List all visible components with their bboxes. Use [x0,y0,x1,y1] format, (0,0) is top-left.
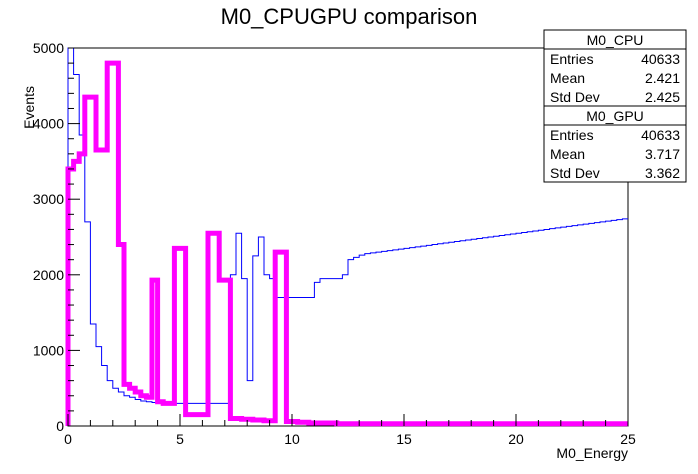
series-group [65,47,628,427]
stats-row-label: Entries [550,127,594,143]
x-tick-label: 25 [620,431,636,447]
stats-row-label: Mean [550,70,585,86]
stats-row-value: 2.421 [645,70,680,86]
stats-row-value: 3.362 [645,165,680,181]
y-tick-label: 4000 [33,116,64,132]
stats-row-value: 3.717 [645,146,680,162]
stats-row-value: 40633 [641,127,680,143]
x-tick-label: 10 [284,431,300,447]
stats-row-label: Mean [550,146,585,162]
stats-box-title: M0_CPU [587,32,644,48]
series-m0-cpu [67,47,628,426]
series-line [65,60,628,427]
series-line [67,47,628,426]
x-tick-label: 20 [508,431,524,447]
x-tick-label: 5 [176,431,184,447]
stats-box-m0-cpu: M0_CPU Entries 40633 Mean 2.421 Std Dev 2.425 [543,29,687,107]
stats-row-label: Std Dev [550,165,600,181]
y-tick-label: 0 [56,418,64,434]
stats-box-title: M0_GPU [586,108,644,124]
stats-row-value: 2.425 [645,89,680,105]
stats-row-label: Entries [550,51,594,67]
stats-row-value: 40633 [641,51,680,67]
stats-box-frame [543,105,687,183]
x-axis-label: M0_Energy [556,445,628,461]
y-tick-label: 1000 [33,342,64,358]
stats-box-frame [543,29,687,107]
y-tick-label: 5000 [33,40,64,56]
stats-row-label: Std Dev [550,89,600,105]
axes-group: 0 5 10 15 20 25 0 1000 2000 3000 4000 5000 [33,40,636,447]
x-tick-label: 15 [396,431,412,447]
y-tick-label: 3000 [33,191,64,207]
chart-title: M0_CPUGPU comparison [221,4,478,29]
y-tick-label: 2000 [33,267,64,283]
y-axis-label: Events [21,86,37,129]
series-m0-gpu [65,60,628,427]
x-tick-label: 0 [64,431,72,447]
stats-box-m0-gpu: M0_GPU Entries 40633 Mean 3.717 Std Dev 3.362 [543,105,687,183]
